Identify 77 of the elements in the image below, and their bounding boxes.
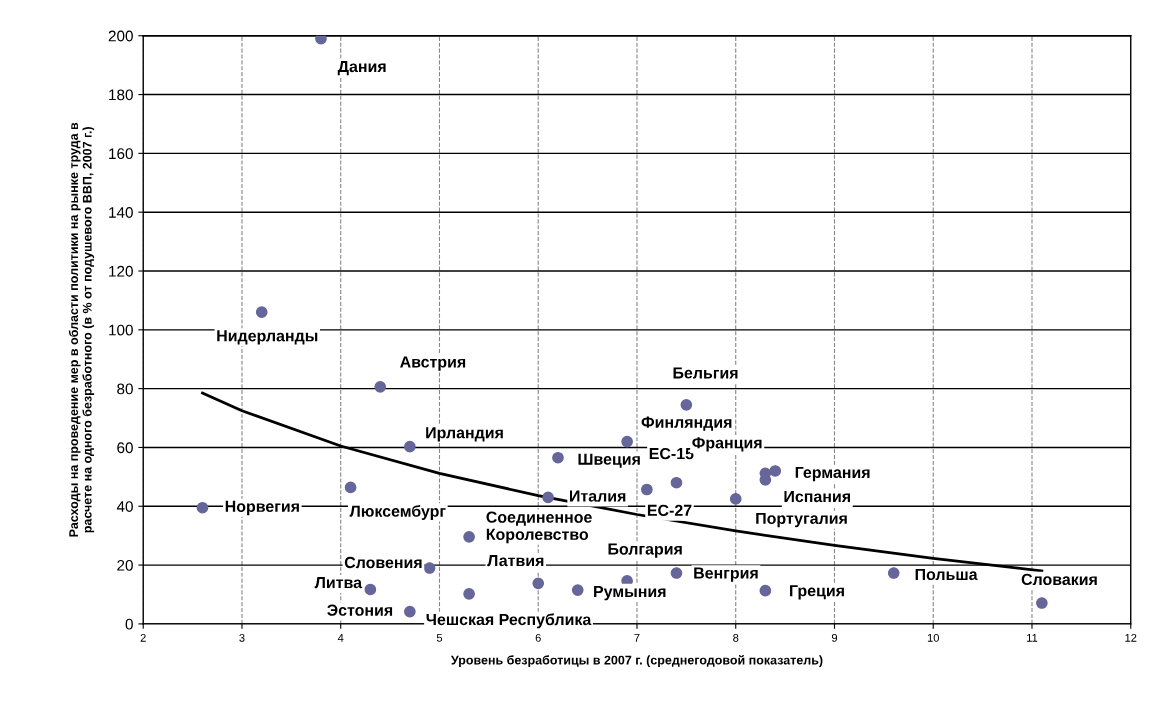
annotation: Бельгия	[673, 367, 738, 379]
point	[1036, 597, 1048, 609]
annotation: ЕС-15	[649, 447, 694, 460]
x-tick-label: 4	[337, 634, 344, 642]
y-tick-label: 180	[109, 89, 133, 101]
point	[364, 583, 377, 596]
point	[887, 567, 900, 579]
annotation: Швеция	[578, 453, 640, 468]
x-tick-label: 2	[140, 633, 146, 642]
annotation: Словения	[344, 556, 422, 569]
point	[423, 562, 436, 574]
annotation: Франция	[692, 437, 762, 452]
annotation: Финляндия	[641, 416, 732, 431]
x-tick-label: 12	[1125, 633, 1137, 642]
point	[769, 465, 782, 477]
y-tick-label: 100	[109, 324, 133, 336]
annotation: Португалия	[756, 512, 847, 528]
y-tick-label: 60	[117, 442, 133, 454]
y-axis-title: Расходы на проведение мер в области политики на рынке труда в расчете на одного безработного (в % от подушевого ВВП, 2007 г.)	[68, 122, 95, 537]
point	[196, 501, 209, 514]
point	[315, 35, 327, 45]
point	[571, 584, 584, 596]
point	[463, 588, 475, 600]
x-tick-label: 5	[436, 634, 443, 642]
annotation: Люксембург	[349, 504, 446, 520]
point	[670, 567, 683, 579]
point	[729, 493, 742, 505]
annotation: Эстония	[327, 604, 393, 616]
point	[404, 605, 416, 618]
annotation: Польша	[915, 568, 978, 581]
y-tick-label: 40	[116, 501, 133, 512]
x-tick-label: 7	[634, 634, 640, 642]
annotation: Латвия	[487, 555, 544, 567]
point	[542, 491, 554, 504]
point	[255, 306, 268, 319]
annotation: Чешская Республика	[426, 613, 592, 629]
point	[374, 381, 387, 393]
annotation: Нидерланды	[217, 330, 318, 345]
y-tick-label: 20	[117, 559, 133, 571]
annotation: Ирландия	[426, 427, 503, 442]
y-tick-label: 120	[109, 265, 133, 277]
annotation: Италия	[570, 490, 626, 502]
annotation: Соединенное Королевство	[486, 511, 592, 544]
point	[532, 577, 545, 590]
x-tick-label: 9	[831, 633, 838, 642]
x-tick-label: 11	[1027, 634, 1038, 642]
point	[404, 440, 416, 453]
y-tick-label: 160	[109, 148, 133, 160]
point	[641, 483, 653, 496]
annotation: ЕС-27	[647, 504, 692, 517]
annotation: Норвегия	[225, 500, 299, 516]
annotation: Литва	[314, 577, 363, 589]
x-tick-label: 10	[927, 633, 939, 642]
y-tick-label: 80	[117, 383, 133, 395]
x-tick-label: 3	[239, 633, 245, 642]
annotation: Венгрия	[694, 567, 758, 582]
annotation: Германия	[795, 466, 870, 482]
point	[344, 481, 357, 494]
annotation: Испания	[784, 490, 850, 503]
annotation: Дания	[337, 61, 386, 76]
point	[552, 451, 564, 464]
annotation: Греция	[790, 585, 844, 600]
x-tick-label: 8	[733, 633, 739, 642]
annotation: Румыния	[594, 585, 666, 601]
annotation: Словакия	[1021, 573, 1097, 586]
point	[621, 435, 633, 448]
y-tick-label: 200	[108, 30, 133, 42]
point	[670, 476, 683, 489]
x-axis-title: Уровень безработицы в 2007 г. (среднегодовой показатель)	[450, 655, 823, 667]
annotation: Болгария	[608, 543, 682, 558]
y-tick-label: 0	[125, 618, 133, 630]
point	[463, 531, 475, 543]
annotation: Австрия	[400, 356, 466, 371]
y-tick-label: 140	[109, 207, 133, 218]
point	[680, 398, 693, 411]
point	[759, 584, 772, 597]
x-tick-label: 6	[535, 633, 541, 642]
